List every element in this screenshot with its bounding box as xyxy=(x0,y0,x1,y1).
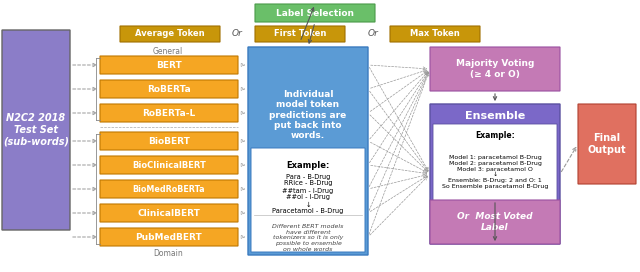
Text: Example:: Example: xyxy=(475,131,515,141)
Text: Final
Output: Final Output xyxy=(588,133,627,155)
Text: General: General xyxy=(153,47,183,55)
Text: Majority Voting
(≥ 4 or O): Majority Voting (≥ 4 or O) xyxy=(456,59,534,79)
FancyBboxPatch shape xyxy=(100,104,238,122)
Text: First Token: First Token xyxy=(274,29,326,39)
Text: Label Selection: Label Selection xyxy=(276,8,354,17)
FancyBboxPatch shape xyxy=(430,200,560,244)
Text: Max Token: Max Token xyxy=(410,29,460,39)
FancyBboxPatch shape xyxy=(120,26,220,42)
FancyBboxPatch shape xyxy=(248,47,368,255)
Text: BioMedRoBERTa: BioMedRoBERTa xyxy=(132,184,205,193)
Text: Different BERT models
have different
tokenizers so it is only
possible to ensemb: Different BERT models have different tok… xyxy=(272,224,344,252)
Text: Example:: Example: xyxy=(286,160,330,169)
Text: Or: Or xyxy=(232,29,243,39)
Text: BioBERT: BioBERT xyxy=(148,137,190,146)
Text: Or: Or xyxy=(367,29,378,39)
FancyBboxPatch shape xyxy=(2,30,70,230)
Text: Ensemble: Ensemble xyxy=(465,111,525,121)
FancyBboxPatch shape xyxy=(390,26,480,42)
FancyBboxPatch shape xyxy=(100,228,238,246)
Text: N2C2 2018
Test Set
(sub-words): N2C2 2018 Test Set (sub-words) xyxy=(3,113,69,147)
FancyBboxPatch shape xyxy=(100,204,238,222)
FancyBboxPatch shape xyxy=(255,4,375,22)
FancyBboxPatch shape xyxy=(433,124,557,216)
Text: PubMedBERT: PubMedBERT xyxy=(136,233,202,242)
Text: Individual
model token
predictions are
put back into
words.: Individual model token predictions are p… xyxy=(269,90,347,140)
FancyBboxPatch shape xyxy=(430,47,560,91)
Text: Or  Most Voted
Label: Or Most Voted Label xyxy=(457,212,533,232)
Text: BERT: BERT xyxy=(156,60,182,70)
Text: RoBERTa-L: RoBERTa-L xyxy=(142,109,196,118)
Text: Model 1: paracetamol B-Drug
Model 2: paracetamol B-Drug
Model 3: paracetamol O
↓: Model 1: paracetamol B-Drug Model 2: par… xyxy=(442,155,548,189)
FancyBboxPatch shape xyxy=(100,132,238,150)
FancyBboxPatch shape xyxy=(100,80,238,98)
FancyBboxPatch shape xyxy=(100,180,238,198)
Text: RoBERTa: RoBERTa xyxy=(147,85,191,94)
Text: Domain: Domain xyxy=(153,249,183,258)
Text: BioClinicalBERT: BioClinicalBERT xyxy=(132,160,206,169)
FancyBboxPatch shape xyxy=(251,148,365,252)
Text: Para - B-Drug
RRice - B-Drug
##tam - I-Drug
##ol - I-Drug
↓
Paracetamol - B-Drug: Para - B-Drug RRice - B-Drug ##tam - I-D… xyxy=(272,174,344,215)
FancyBboxPatch shape xyxy=(578,104,636,184)
Text: ClinicalBERT: ClinicalBERT xyxy=(138,209,200,218)
FancyBboxPatch shape xyxy=(255,26,345,42)
FancyBboxPatch shape xyxy=(430,104,560,244)
Text: Average Token: Average Token xyxy=(135,29,205,39)
FancyBboxPatch shape xyxy=(100,156,238,174)
FancyBboxPatch shape xyxy=(100,56,238,74)
